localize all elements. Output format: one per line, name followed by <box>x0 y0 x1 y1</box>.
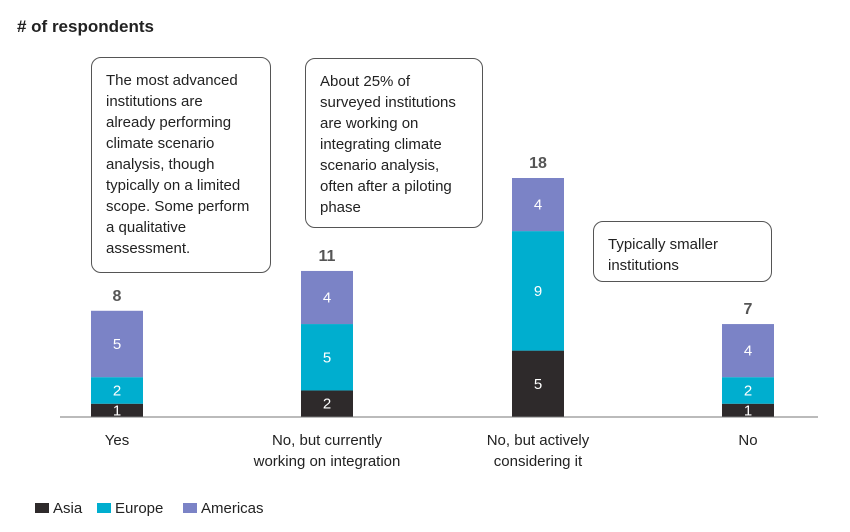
segment-label: 5 <box>534 376 542 393</box>
x-tick-label: No <box>738 432 757 449</box>
segment-label: 4 <box>534 197 542 214</box>
legend-label-europe: Europe <box>115 500 163 517</box>
segment-label: 2 <box>744 382 752 399</box>
annotation-text: About 25% of surveyed institutions are w… <box>320 73 456 216</box>
bar-total-label: 8 <box>113 288 122 305</box>
bar-segment-americas-2 <box>512 178 564 232</box>
bar-segment-europe-2 <box>512 231 564 351</box>
bar-segment-europe-3 <box>722 377 774 404</box>
bar-total-label: 18 <box>529 155 547 172</box>
bar-segment-americas-0 <box>91 310 143 378</box>
y-axis-title: # of respondents <box>17 17 154 36</box>
x-tick-label: No, but currently <box>272 432 383 449</box>
segment-label: 1 <box>744 402 752 419</box>
segment-label: 5 <box>323 349 331 366</box>
bar-segment-asia-1 <box>301 390 353 417</box>
segment-label: 5 <box>113 336 121 353</box>
legend-swatch-europe <box>97 503 111 513</box>
bar-segment-americas-1 <box>301 270 353 325</box>
x-tick-label: Yes <box>105 432 129 449</box>
bar-total-label: 11 <box>319 248 336 265</box>
annotation-smaller-institutions: Typically smaller institutions <box>593 221 772 282</box>
segment-label: 2 <box>113 382 121 399</box>
x-tick-label: No, but actively <box>487 432 590 449</box>
bar-total-label: 7 <box>744 301 753 318</box>
x-tick-label: considering it <box>494 453 583 470</box>
bar-segment-europe-1 <box>301 324 353 391</box>
bar-segment-asia-0 <box>91 403 143 417</box>
bar-segment-americas-3 <box>722 324 774 378</box>
bar-segment-europe-0 <box>91 377 143 404</box>
annotation-advanced-institutions: The most advanced institutions are alrea… <box>91 57 271 273</box>
segment-label: 4 <box>744 343 752 360</box>
annotation-working-on-integration: About 25% of surveyed institutions are w… <box>305 58 483 228</box>
annotation-text: The most advanced institutions are alrea… <box>106 72 250 257</box>
bar-segment-asia-3 <box>722 403 774 417</box>
legend-swatch-americas <box>183 503 197 513</box>
segment-label: 1 <box>113 402 121 419</box>
x-tick-label: working on integration <box>253 453 401 470</box>
legend-label-asia: Asia <box>53 500 83 517</box>
segment-label: 9 <box>534 283 542 300</box>
annotation-text: Typically smaller institutions <box>608 236 719 274</box>
legend-label-americas: Americas <box>201 500 264 517</box>
segment-label: 4 <box>323 290 331 307</box>
segment-label: 2 <box>323 396 331 413</box>
legend-swatch-asia <box>35 503 49 513</box>
bar-segment-asia-2 <box>512 350 564 417</box>
